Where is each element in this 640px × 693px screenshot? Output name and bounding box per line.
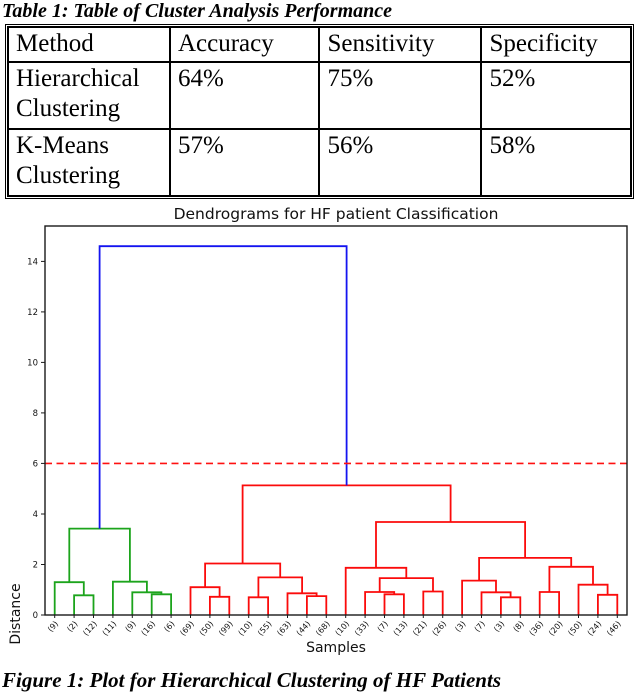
svg-text:(55): (55) [256,619,274,637]
svg-text:(46): (46) [605,619,623,637]
svg-text:(7): (7) [473,619,487,633]
table-row: Hierarchical Clustering 64% 75% 52% [7,61,632,130]
table-header-row: Method Accuracy Sensitivity Specificity [7,26,632,63]
svg-text:(21): (21) [411,619,429,637]
svg-text:(9): (9) [124,619,138,633]
performance-table: Method Accuracy Sensitivity Specificity … [7,26,632,197]
cell-accuracy: 57% [168,128,321,197]
svg-text:(20): (20) [547,619,565,637]
svg-text:0: 0 [33,611,38,621]
svg-text:(12): (12) [81,619,99,637]
svg-text:(68): (68) [314,619,332,637]
x-axis-label: Samples [306,640,366,656]
svg-text:(16): (16) [140,619,158,637]
svg-text:(13): (13) [392,619,410,637]
table-header-accuracy: Accuracy [168,26,321,63]
cell-specificity: 52% [480,61,632,130]
svg-text:(63): (63) [275,619,293,637]
svg-text:14: 14 [27,257,38,267]
svg-text:(33): (33) [353,619,371,637]
svg-text:(50): (50) [566,619,584,637]
svg-text:2: 2 [33,561,38,571]
cell-accuracy: 64% [168,61,321,130]
table-caption: Table 1: Table of Cluster Analysis Perfo… [2,0,392,22]
cell-sensitivity: 75% [318,61,483,130]
svg-text:(7): (7) [376,619,390,633]
figure-caption: Figure 1: Plot for Hierarchical Clusteri… [2,668,501,692]
table-header-specificity: Specificity [480,26,632,63]
cell-method: Hierarchical Clustering [7,61,171,130]
svg-text:(2): (2) [65,619,79,633]
performance-table-border: Method Accuracy Sensitivity Specificity … [5,24,634,199]
chart-title: Dendrograms for HF patient Classificatio… [173,205,499,223]
svg-text:(50): (50) [198,619,216,637]
dendrogram-figure: Dendrograms for HF patient Classificatio… [0,200,640,662]
svg-text:10: 10 [27,358,38,368]
svg-text:(3): (3) [453,619,467,633]
svg-text:(99): (99) [217,619,235,637]
svg-text:(44): (44) [295,619,313,637]
svg-text:(6): (6) [162,619,176,633]
svg-text:12: 12 [27,308,38,318]
dendrogram-plot: 0 2 4 6 8 10 12 14 (9) (2) (12) (11) (9) (16) (6) (69)(… [0,200,640,662]
table-row: K-Means Clustering 57% 56% 58% [7,128,632,197]
svg-text:(26): (26) [431,619,449,637]
svg-text:(11): (11) [101,619,119,637]
cell-method: K-Means Clustering [7,128,171,197]
table-header-method: Method [7,26,171,63]
svg-text:6: 6 [33,459,38,469]
cell-specificity: 58% [480,128,632,197]
svg-text:(10): (10) [334,619,352,637]
svg-text:(36): (36) [528,619,546,637]
table-header-sensitivity: Sensitivity [318,26,483,63]
cell-sensitivity: 56% [318,128,483,197]
svg-text:(10): (10) [237,619,255,637]
svg-text:8: 8 [33,409,38,419]
svg-text:(24): (24) [586,619,604,637]
svg-text:4: 4 [33,510,38,520]
svg-text:(3): (3) [492,619,506,633]
svg-text:(8): (8) [512,619,526,633]
svg-text:(69): (69) [178,619,196,637]
svg-text:(9): (9) [46,619,60,633]
